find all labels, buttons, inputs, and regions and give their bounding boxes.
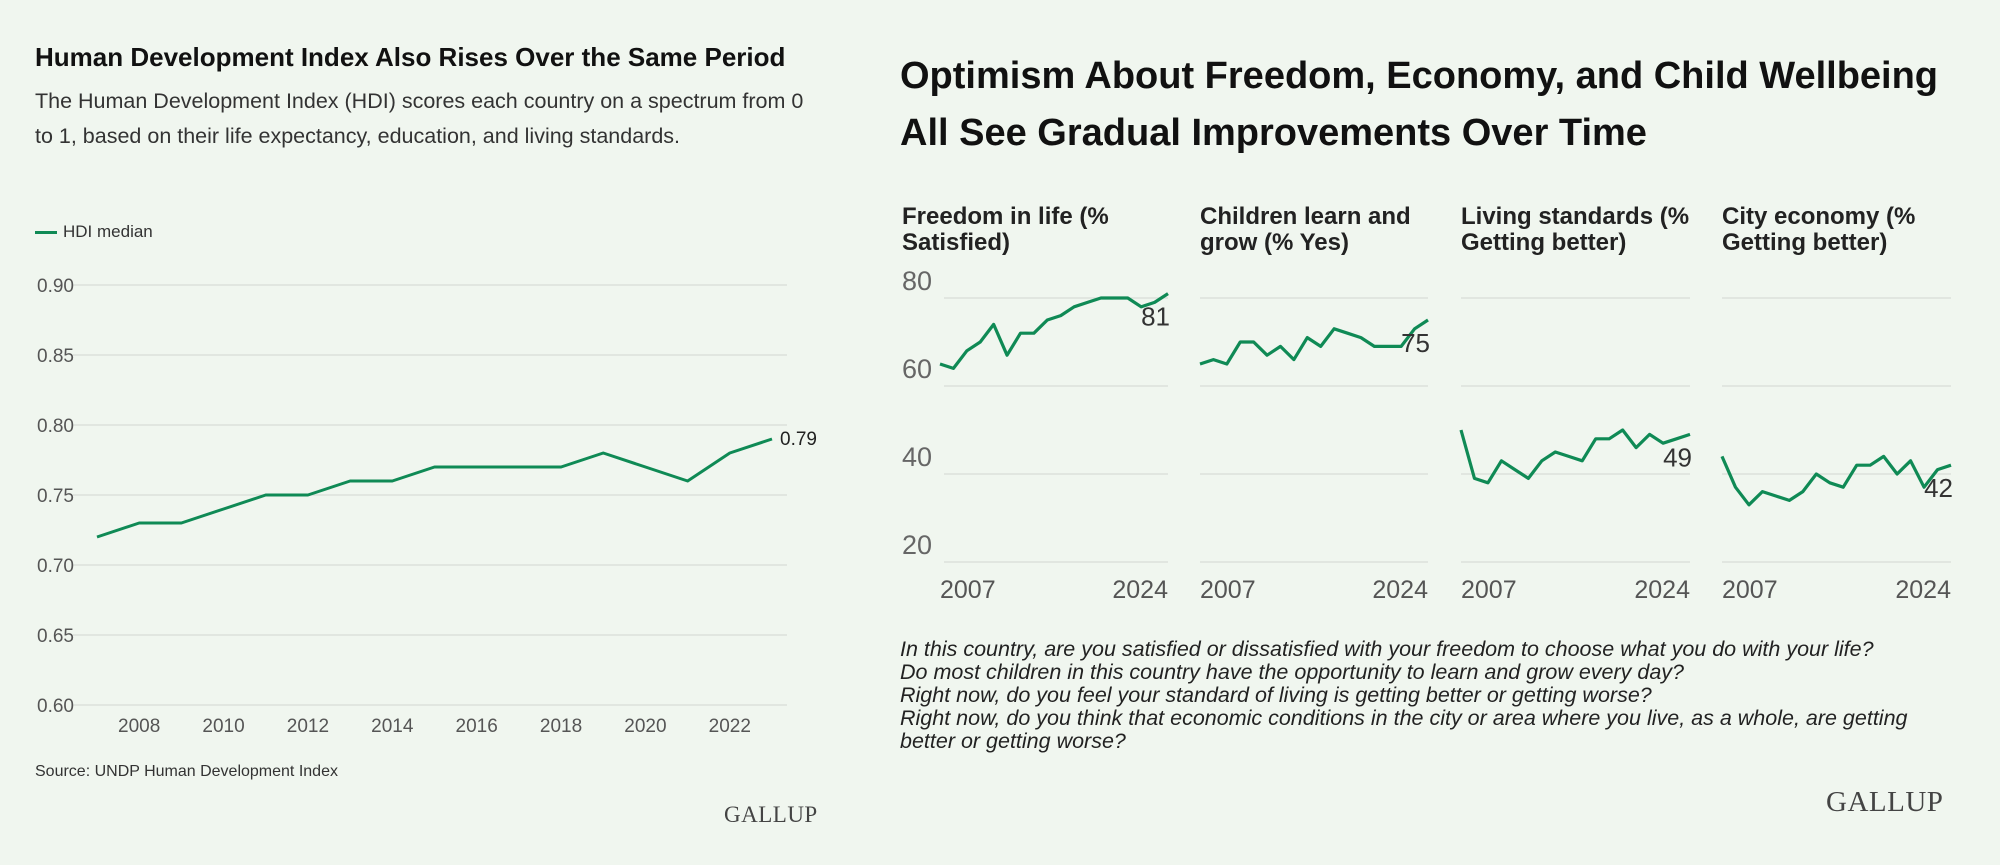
hdi-x-tick-label: 2022 [709, 716, 751, 737]
question-notes: In this country, are you satisfied or di… [900, 638, 1960, 753]
panel-title-city: City economy (% Getting better) [1722, 203, 1916, 256]
panel-series-line [1199, 318, 1429, 366]
panel-x-tick-label: 2007 [1200, 576, 1256, 604]
panel-end-label: 42 [1924, 473, 1953, 503]
panel-series-line [939, 292, 1169, 370]
source-note: Source: UNDP Human Development Index [35, 763, 338, 780]
panel-y-tick-label: 60 [902, 354, 932, 384]
hdi-y-tick-label: 0.75 [37, 486, 74, 507]
legend-line-swatch [35, 230, 57, 234]
panel-x-tick-label: 2024 [1372, 576, 1428, 604]
hdi-y-tick-label: 0.85 [37, 346, 74, 367]
hdi-x-tick-label: 2016 [456, 716, 498, 737]
left-chart-subtitle: The Human Development Index (HDI) scores… [35, 89, 804, 148]
note-children: Do most children in this country have th… [900, 660, 1684, 684]
panel-series-line [1459, 428, 1691, 485]
hdi-y-tick-label: 0.60 [37, 696, 74, 717]
hdi-x-tick-label: 2012 [287, 716, 329, 737]
panel-end-label: 49 [1663, 442, 1692, 472]
hdi-legend: HDI median [35, 222, 153, 242]
panel-end-label: 81 [1141, 302, 1170, 332]
left-panel: Human Development Index Also Rises Over … [35, 36, 825, 154]
left-chart-title: Human Development Index Also Rises Over … [35, 42, 786, 72]
panel-title-living: Living standards (% Getting better) [1461, 203, 1690, 256]
hdi-x-tick-label: 2008 [118, 716, 160, 737]
hdi-end-label: 0.79 [780, 429, 817, 450]
legend-label: HDI median [63, 222, 153, 241]
note-living: Right now, do you feel your standard of … [900, 683, 1652, 707]
panel-x-tick-label: 2007 [1461, 576, 1517, 604]
gallup-logo-left: GALLUP [724, 802, 818, 827]
panel-end-label: 75 [1401, 328, 1430, 358]
hdi-x-tick-label: 2010 [202, 716, 244, 737]
note-city: Right now, do you think that economic co… [900, 706, 1908, 753]
gallup-logo-right: GALLUP [1826, 786, 1944, 818]
panel-title-freedom: Freedom in life (% Satisfied) [902, 203, 1109, 256]
right-chart-title: Optimism About Freedom, Economy, and Chi… [900, 55, 1939, 154]
hdi-y-tick-label: 0.80 [37, 416, 74, 437]
panel-y-tick-label: 80 [902, 266, 932, 296]
panel-title-children: Children learn and grow (% Yes) [1200, 203, 1411, 256]
panel-x-tick-label: 2007 [940, 576, 996, 604]
panel-series-line [1720, 454, 1952, 507]
hdi-series-line [96, 437, 773, 539]
panel-x-tick-label: 2024 [1112, 576, 1168, 604]
hdi-x-tick-label: 2020 [624, 716, 666, 737]
hdi-y-tick-label: 0.65 [37, 626, 74, 647]
panel-x-tick-label: 2024 [1895, 576, 1951, 604]
panel-y-tick-label: 40 [902, 442, 932, 472]
hdi-x-tick-label: 2018 [540, 716, 582, 737]
hdi-x-tick-label: 2014 [371, 716, 414, 737]
hdi-y-tick-label: 0.90 [37, 276, 74, 297]
panel-y-tick-label: 20 [902, 530, 932, 560]
panel-x-tick-label: 2024 [1634, 576, 1690, 604]
panel-x-tick-label: 2007 [1722, 576, 1778, 604]
note-freedom: In this country, are you satisfied or di… [900, 637, 1874, 661]
hdi-y-tick-label: 0.70 [37, 556, 74, 577]
